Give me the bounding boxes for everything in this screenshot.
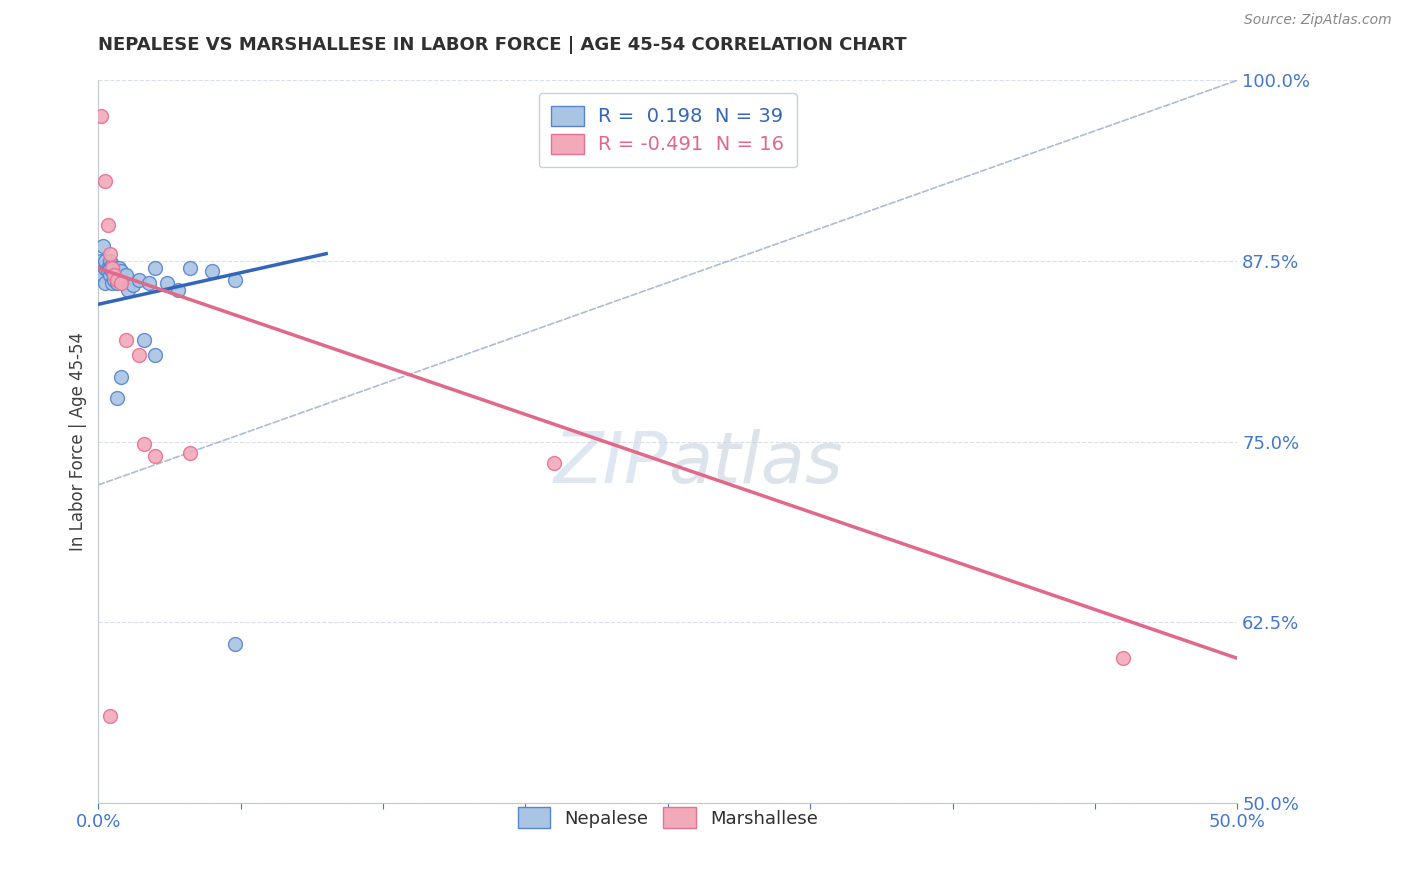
Point bbox=[96, 261, 118, 276]
Text: atlas: atlas bbox=[668, 429, 842, 498]
Point bbox=[101, 258, 124, 272]
Point bbox=[98, 709, 121, 723]
Point bbox=[94, 276, 117, 290]
Point bbox=[94, 174, 117, 188]
Point bbox=[105, 391, 128, 405]
Point bbox=[145, 449, 167, 463]
Point bbox=[101, 276, 124, 290]
Point bbox=[101, 261, 124, 276]
Text: NEPALESE VS MARSHALLESE IN LABOR FORCE | AGE 45-54 CORRELATION CHART: NEPALESE VS MARSHALLESE IN LABOR FORCE |… bbox=[98, 36, 907, 54]
Point bbox=[98, 268, 121, 283]
Point bbox=[96, 264, 118, 278]
Point bbox=[90, 254, 112, 268]
Point bbox=[91, 239, 114, 253]
Point bbox=[117, 283, 139, 297]
Point bbox=[108, 261, 131, 276]
Point bbox=[103, 273, 125, 287]
Point bbox=[121, 278, 143, 293]
Point bbox=[543, 456, 565, 470]
Point bbox=[179, 446, 201, 460]
Point bbox=[201, 264, 224, 278]
Text: ZIP: ZIP bbox=[554, 429, 668, 498]
Point bbox=[1112, 651, 1135, 665]
Point bbox=[98, 254, 121, 268]
Point bbox=[94, 254, 117, 268]
Point bbox=[103, 268, 125, 283]
Point bbox=[224, 273, 246, 287]
Point bbox=[110, 369, 132, 384]
Point bbox=[132, 437, 155, 451]
Point bbox=[98, 261, 121, 276]
Point bbox=[110, 264, 132, 278]
Point bbox=[91, 268, 114, 283]
Point bbox=[128, 348, 150, 362]
Point bbox=[145, 261, 167, 276]
Point bbox=[90, 261, 112, 276]
Point bbox=[224, 637, 246, 651]
Point bbox=[90, 109, 112, 123]
Point bbox=[128, 273, 150, 287]
Point bbox=[105, 276, 128, 290]
Point bbox=[98, 246, 121, 260]
Point bbox=[138, 276, 160, 290]
Point bbox=[110, 276, 132, 290]
Point bbox=[105, 273, 128, 287]
Text: Source: ZipAtlas.com: Source: ZipAtlas.com bbox=[1244, 13, 1392, 28]
Point bbox=[108, 273, 131, 287]
Point bbox=[101, 264, 124, 278]
Point bbox=[94, 261, 117, 276]
Point bbox=[112, 276, 135, 290]
Point bbox=[105, 268, 128, 283]
Legend: Nepalese, Marshallese: Nepalese, Marshallese bbox=[509, 798, 827, 837]
Point bbox=[156, 276, 179, 290]
Point bbox=[114, 334, 136, 348]
Point bbox=[132, 334, 155, 348]
Point bbox=[103, 261, 125, 276]
Y-axis label: In Labor Force | Age 45-54: In Labor Force | Age 45-54 bbox=[69, 332, 87, 551]
Point bbox=[167, 283, 190, 297]
Point bbox=[114, 268, 136, 283]
Point bbox=[145, 348, 167, 362]
Point bbox=[96, 218, 118, 232]
Point bbox=[179, 261, 201, 276]
